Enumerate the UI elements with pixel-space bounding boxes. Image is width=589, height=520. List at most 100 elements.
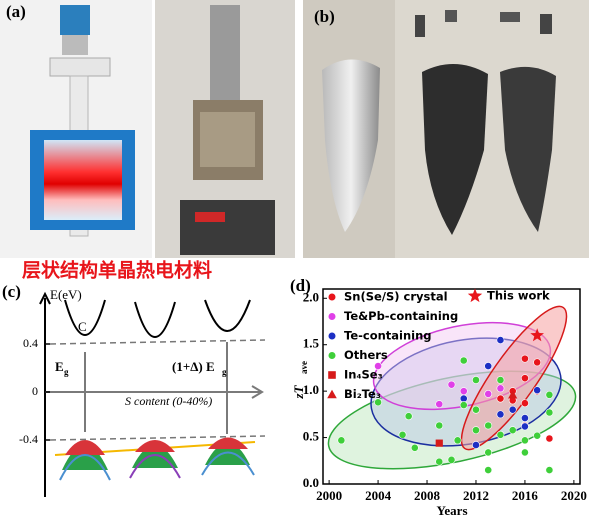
x-axis-label: Years — [436, 503, 467, 518]
marker — [533, 386, 542, 395]
marker — [521, 422, 529, 431]
marker — [533, 431, 542, 440]
marker — [484, 466, 493, 474]
marker — [472, 426, 480, 435]
marker — [508, 426, 517, 435]
y-tick-label: 0.0 — [303, 475, 319, 490]
marker — [545, 408, 554, 417]
marker — [374, 398, 382, 407]
marker — [472, 441, 480, 449]
x-tick-label: 2008 — [414, 488, 441, 503]
legend-label: Te&Pb-containing — [344, 309, 458, 323]
x-tick-label: 2020 — [561, 488, 587, 503]
legend-label: Te-containing — [344, 329, 432, 343]
panel-label: (c) — [2, 282, 21, 301]
legend-label: Sn(Se/S) crystal — [344, 290, 448, 304]
marker — [484, 448, 493, 457]
legend-label: This work — [487, 289, 550, 303]
gap-label: E — [55, 359, 64, 374]
note: S content (0-40%) — [125, 394, 212, 408]
gap-sub: g — [64, 367, 69, 377]
legend-marker — [327, 312, 337, 321]
marker — [435, 457, 444, 466]
gap-sub: g — [222, 367, 227, 377]
marker — [530, 328, 544, 342]
y-tick-label: 1.0 — [303, 382, 319, 397]
marker — [435, 421, 444, 430]
marker — [447, 380, 456, 389]
legend-marker — [328, 371, 336, 379]
band-label: C — [78, 319, 87, 334]
marker — [447, 455, 456, 464]
gap-label: (1+Δ) E — [172, 359, 215, 374]
x-tick-label: 2004 — [365, 488, 392, 503]
legend-marker — [327, 292, 337, 302]
marker — [398, 430, 407, 439]
legend-label: Others — [344, 348, 388, 362]
marker — [404, 412, 413, 421]
legend-marker — [327, 351, 337, 360]
legend-label: Bi₂Te₃ — [344, 387, 381, 401]
y-axis-label: zT — [291, 384, 306, 399]
panel-label: (b) — [314, 7, 335, 26]
marker — [521, 414, 529, 422]
marker — [453, 436, 462, 445]
y-axis-sub: ave — [299, 361, 309, 374]
marker — [496, 410, 505, 419]
marker — [459, 387, 468, 396]
panel-label: (a) — [6, 2, 26, 21]
marker — [533, 358, 542, 367]
y-tick-label: 1.5 — [303, 336, 320, 351]
marker — [521, 374, 529, 383]
marker — [459, 394, 468, 403]
level-line — [49, 339, 266, 345]
marker — [472, 405, 480, 414]
axis-arrow — [39, 291, 51, 305]
marker — [435, 400, 444, 409]
tick-label: 0.4 — [23, 336, 38, 350]
marker — [545, 390, 554, 399]
marker — [508, 405, 517, 414]
panel-b-image — [303, 0, 589, 258]
marker — [484, 421, 493, 430]
marker — [508, 390, 518, 399]
y-tick-label: 0.5 — [303, 429, 320, 444]
panel-a-image — [0, 0, 295, 258]
marker — [496, 430, 505, 439]
legend-marker — [327, 331, 337, 341]
marker — [484, 390, 493, 398]
marker — [435, 439, 443, 447]
marker — [496, 394, 505, 403]
marker — [459, 401, 468, 409]
marker — [496, 384, 505, 393]
tick-label: -0.4 — [19, 432, 38, 446]
plot-frame — [322, 288, 581, 485]
marker — [521, 354, 529, 363]
marker — [459, 356, 468, 365]
marker — [545, 466, 554, 474]
marker — [521, 436, 529, 445]
tick-label: 0 — [32, 384, 38, 398]
x-tick-label: 2016 — [512, 488, 539, 503]
caption: 层状结构单晶热电材料 — [22, 259, 212, 282]
marker — [496, 376, 505, 384]
legend-marker — [327, 389, 337, 399]
x-tick-label: 2012 — [463, 488, 489, 503]
marker — [545, 434, 554, 443]
legend-label: In₄Se₃ — [344, 368, 383, 382]
axis-label: E(eV) — [50, 287, 82, 302]
band — [64, 299, 106, 336]
marker — [521, 399, 529, 408]
marker — [374, 362, 382, 370]
marker — [521, 448, 529, 457]
band — [204, 299, 251, 332]
legend-marker — [467, 288, 483, 303]
marker — [337, 436, 346, 445]
panel-label: (d) — [290, 276, 311, 295]
marker — [484, 362, 493, 370]
band — [134, 301, 176, 338]
marker — [496, 336, 505, 344]
x-tick-label: 2000 — [316, 488, 342, 503]
level-line — [49, 435, 266, 441]
